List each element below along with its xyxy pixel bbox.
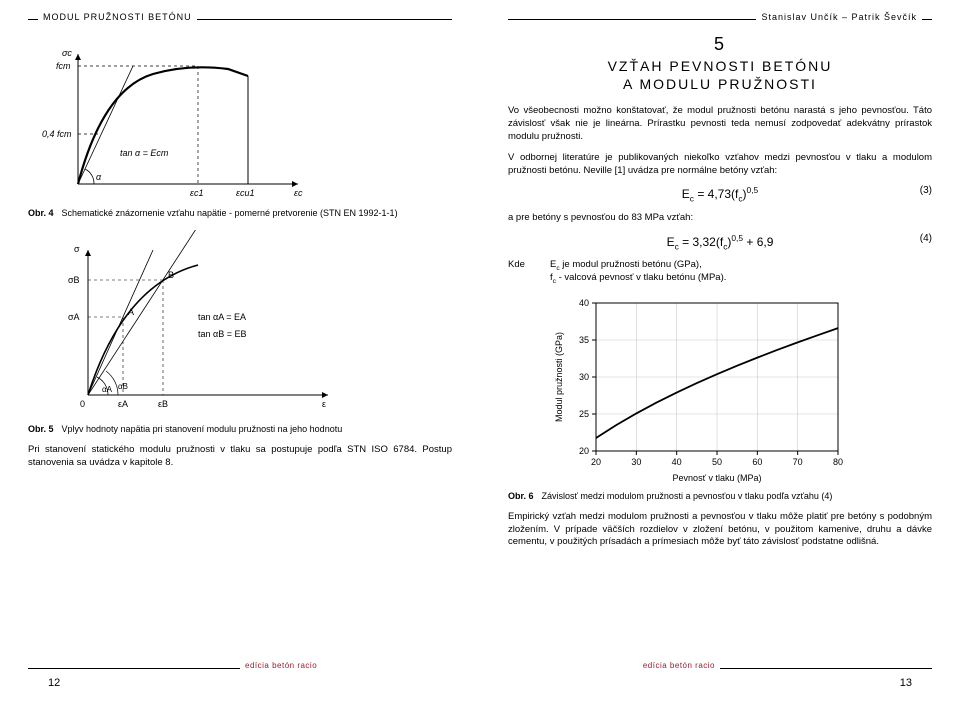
kde-label: Kde	[508, 259, 538, 285]
figure-6-text: Závislosť medzi modulom pružnosti a pevn…	[542, 491, 833, 501]
edition-label-right: edícia betón racio	[638, 661, 720, 670]
svg-text:σ: σ	[74, 244, 80, 254]
header-rule-right: Stanislav Unčík – Patrik Ševčík	[508, 12, 932, 26]
svg-text:40: 40	[579, 298, 589, 308]
svg-text:αA: αA	[102, 385, 113, 394]
figure-6-label: Obr. 6	[508, 491, 534, 501]
svg-text:50: 50	[712, 457, 722, 467]
figure-5-caption: Obr. 5 Vplyv hodnoty napätia pri stanove…	[28, 424, 452, 434]
paragraph-1: Vo všeobecnosti možno konštatovať, že mo…	[508, 105, 932, 143]
svg-text:A: A	[128, 307, 134, 317]
svg-text:80: 80	[833, 457, 843, 467]
footer-right: edícia betón racio 13	[508, 661, 932, 689]
paragraph-3: a pre betóny s pevnosťou do 83 MPa vzťah…	[508, 212, 932, 225]
edition-label-left: edícia betón racio	[240, 661, 322, 670]
svg-text:σc: σc	[62, 48, 72, 58]
svg-text:25: 25	[579, 409, 589, 419]
paragraph-4: Empirický vzťah medzi modulom pružnosti …	[508, 511, 932, 549]
svg-text:σA: σA	[68, 312, 80, 322]
figure-4-label: Obr. 4	[28, 208, 54, 218]
svg-text:0: 0	[80, 399, 85, 409]
figure-6-caption: Obr. 6 Závislosť medzi modulom pružnosti…	[508, 491, 932, 501]
figure-6: 20 30 40 50 60 70 80 20 25 30 35 40 Pevnosť v tlaku …	[548, 295, 932, 485]
header-rule-left: MODUL PRUŽNOSTI BETÓNU	[28, 12, 452, 26]
svg-text:fcm: fcm	[56, 61, 71, 71]
svg-text:Pevnosť v tlaku (MPa): Pevnosť v tlaku (MPa)	[673, 473, 762, 483]
svg-text:35: 35	[579, 335, 589, 345]
svg-text:30: 30	[579, 372, 589, 382]
equation-4-number: (4)	[920, 233, 932, 244]
header-right-label: Stanislav Unčík – Patrik Ševčík	[756, 12, 922, 22]
header-left-label: MODUL PRUŽNOSTI BETÓNU	[38, 12, 197, 22]
equation-3-body: Ec = 4,73(fc)0,5	[682, 187, 758, 201]
equation-4: Ec = 3,32(fc)0,5 + 6,9 (4)	[508, 233, 932, 251]
svg-text:40: 40	[672, 457, 682, 467]
figure-4: σc fcm 0,4 fcm tan α = Ecm α εc1 εcu1 εc	[28, 34, 452, 204]
svg-text:tan α = Ecm: tan α = Ecm	[120, 148, 169, 158]
equation-4-body: Ec = 3,32(fc)0,5 + 6,9	[667, 235, 774, 249]
chapter-title: VZŤAH PEVNOSTI BETÓNU A MODULU PRUŽNOSTI	[508, 57, 932, 93]
figure-5-label: Obr. 5	[28, 424, 54, 434]
figure-4-text: Schematické znázornenie vzťahu napätie -…	[62, 208, 398, 218]
figure-5-text: Vplyv hodnoty napätia pri stanovení modu…	[62, 424, 343, 434]
equation-3: Ec = 4,73(fc)0,5 (3)	[508, 185, 932, 203]
chapter-title-line1: VZŤAH PEVNOSTI BETÓNU	[608, 58, 833, 74]
svg-text:20: 20	[591, 457, 601, 467]
svg-text:εcu1: εcu1	[236, 188, 254, 198]
figure-4-caption: Obr. 4 Schematické znázornenie vzťahu na…	[28, 208, 452, 218]
svg-text:ε: ε	[322, 399, 326, 409]
svg-text:30: 30	[631, 457, 641, 467]
paragraph-2: V odbornej literatúre je publikovaných n…	[508, 152, 932, 178]
page-number-left: 12	[28, 677, 452, 689]
page-number-right: 13	[508, 677, 932, 689]
figure-5: σ σB σA A Btan αA = EA tan αB = EB αA αB 0 εA εB ε	[28, 230, 452, 420]
svg-text:εc1: εc1	[190, 188, 203, 198]
svg-text:αB: αB	[118, 382, 128, 391]
kde-body: Ec je modul pružnosti betónu (GPa),fc - …	[550, 259, 726, 285]
svg-text:Modul pružnosti (GPa): Modul pružnosti (GPa)	[554, 332, 564, 422]
equation-3-number: (3)	[920, 185, 932, 196]
chapter-number: 5	[508, 34, 932, 55]
svg-text:60: 60	[752, 457, 762, 467]
svg-text:α: α	[96, 172, 102, 182]
svg-text:70: 70	[793, 457, 803, 467]
chapter-title-line2: A MODULU PRUŽNOSTI	[623, 76, 817, 92]
closing-paragraph: Pri stanovení statického modulu pružnost…	[28, 444, 452, 470]
svg-text:20: 20	[579, 446, 589, 456]
svg-text:εB: εB	[158, 399, 168, 409]
svg-text:εc: εc	[294, 188, 303, 198]
kde-definition: Kde Ec je modul pružnosti betónu (GPa),f…	[508, 259, 932, 285]
svg-text:tan αB = EB: tan αB = EB	[198, 329, 246, 339]
svg-text:0,4 fcm: 0,4 fcm	[42, 129, 72, 139]
svg-text:σB: σB	[68, 275, 80, 285]
footer-left: edícia betón racio 12	[28, 661, 452, 689]
svg-text:εA: εA	[118, 399, 128, 409]
svg-text:tan αA = EA: tan αA = EA	[198, 312, 246, 322]
svg-text:B: B	[168, 270, 174, 280]
